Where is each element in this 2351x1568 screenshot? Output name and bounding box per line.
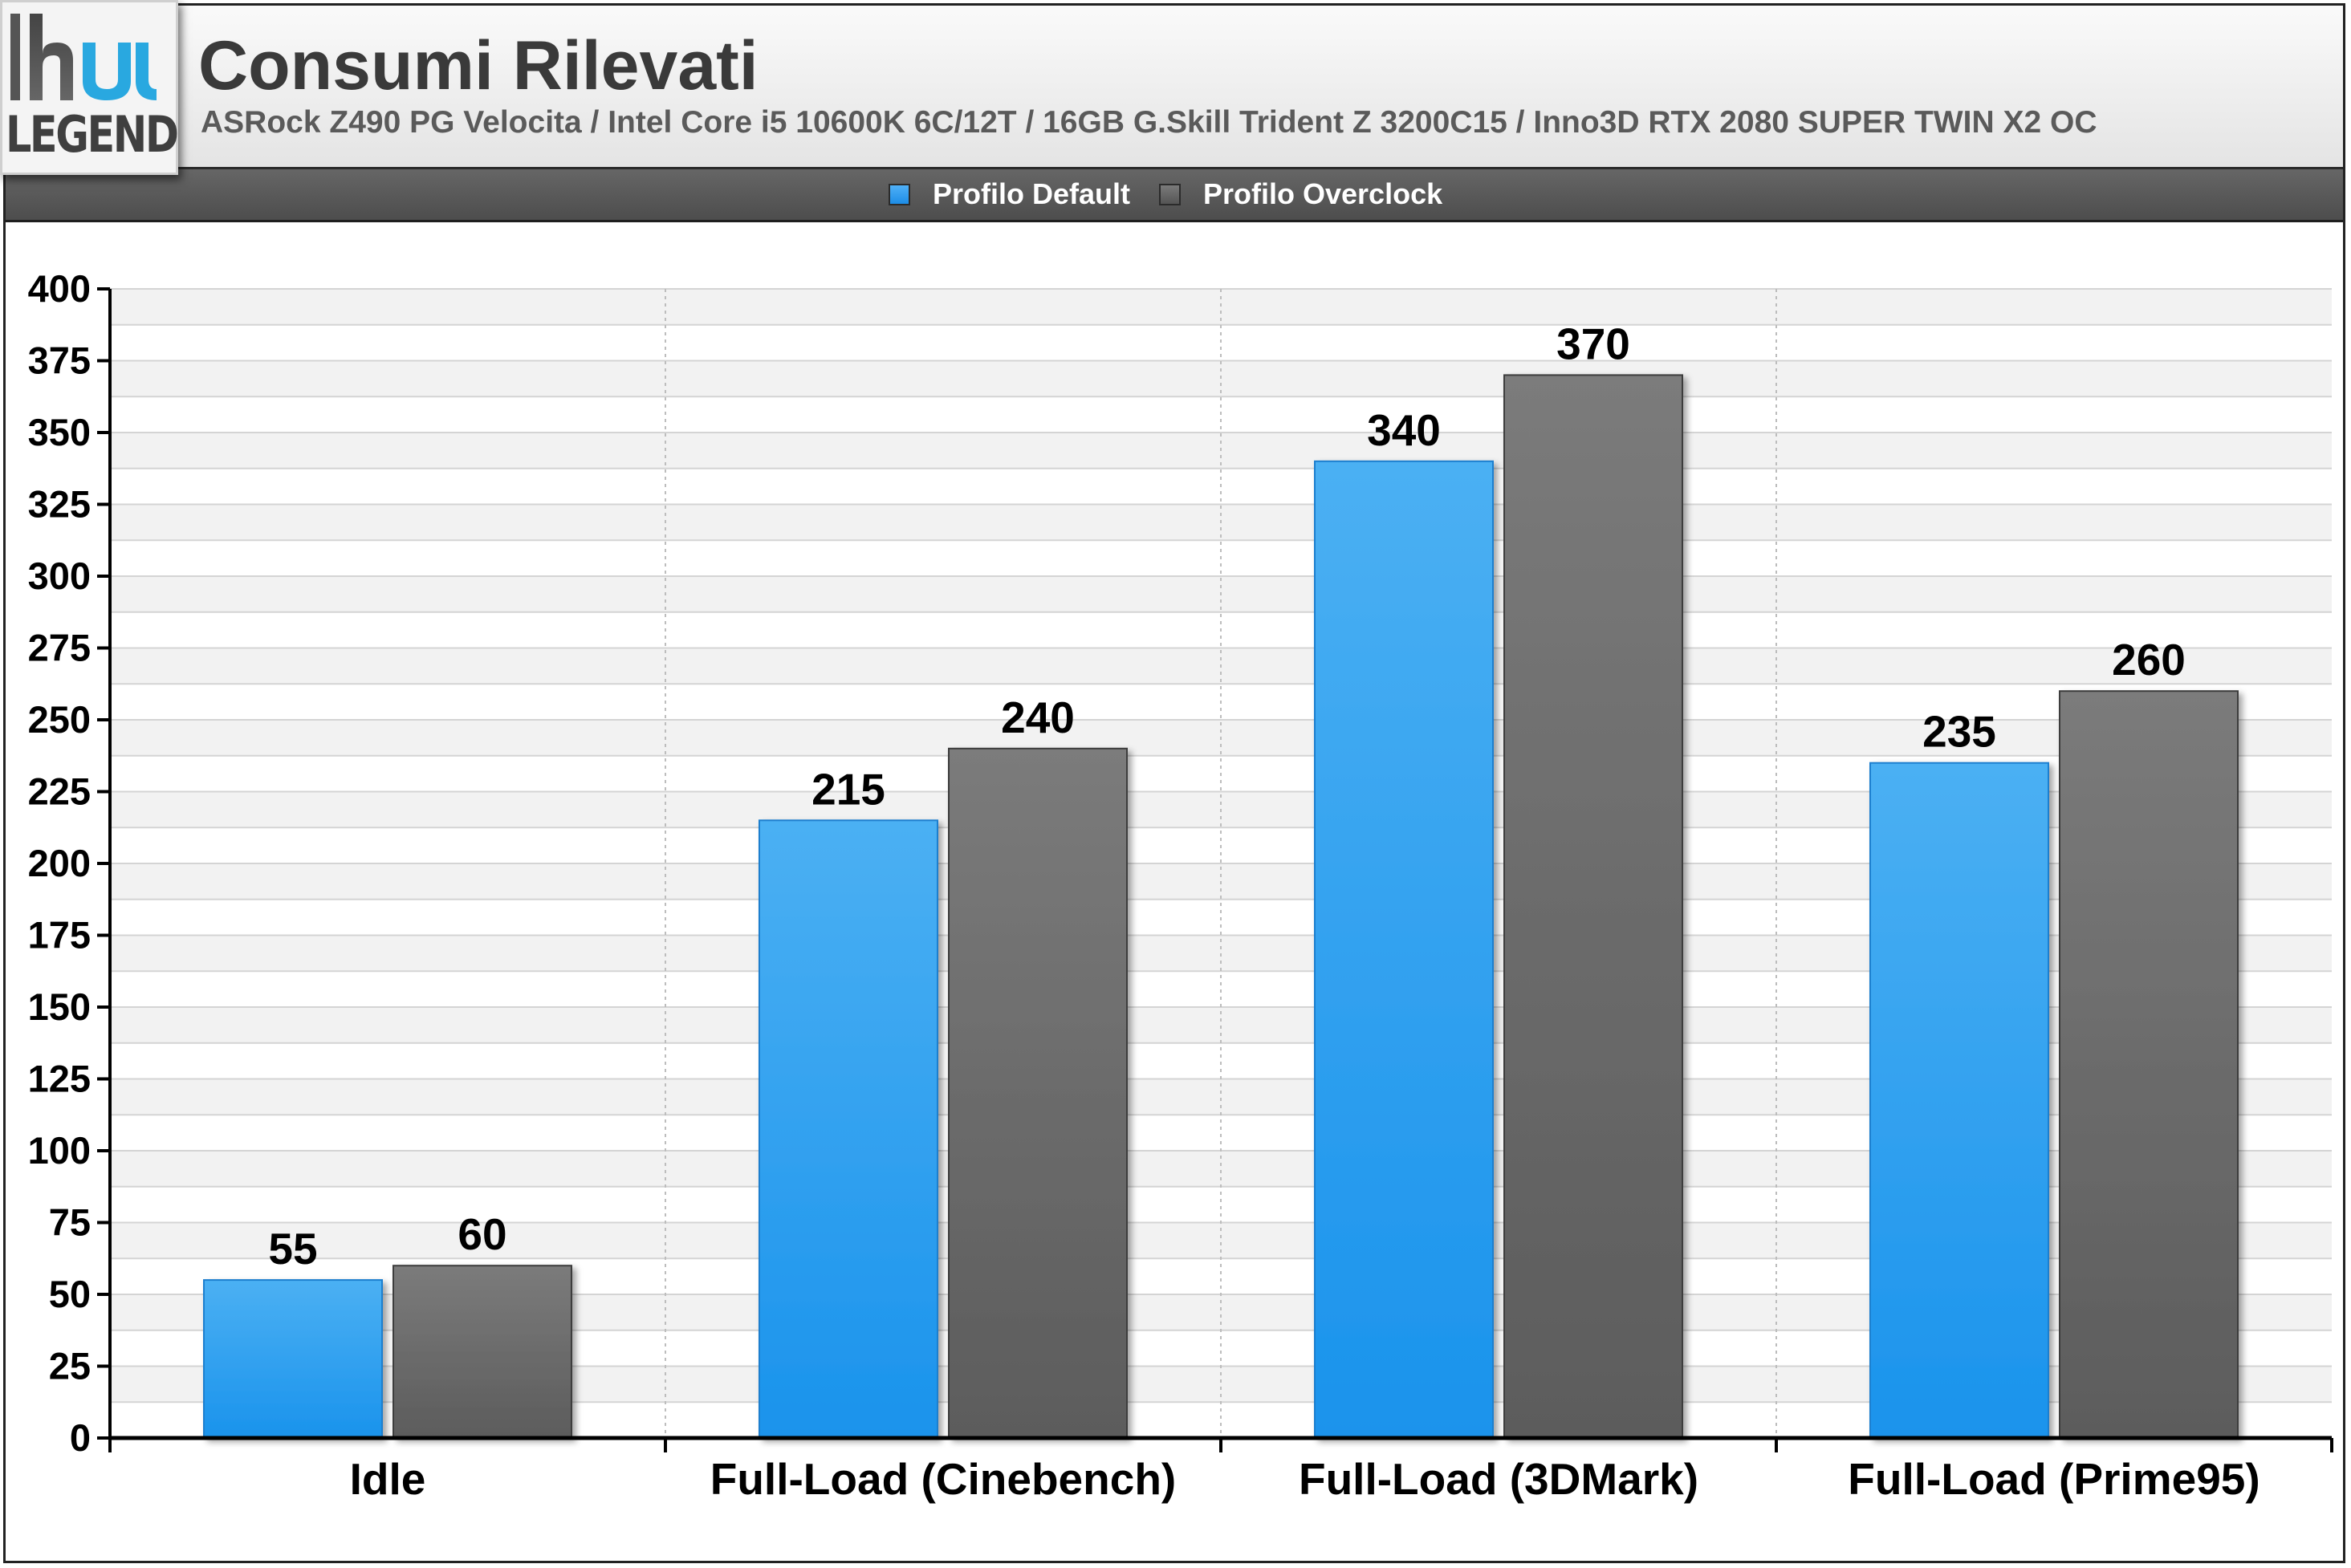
bar-default — [203, 1279, 383, 1439]
y-tick-label: 300 — [28, 554, 91, 597]
y-tick-label: 250 — [28, 698, 91, 741]
y-tick-label: 325 — [28, 483, 91, 526]
value-labels: 55 60 215 240 340 370 235 260 — [268, 319, 2185, 1273]
chart-header: Consumi Rilevati ASRock Z490 PG Velocita… — [6, 6, 2343, 169]
y-tick-label: 75 — [49, 1201, 91, 1244]
legend-item-overclock[interactable]: Profilo Overclock — [1159, 169, 1442, 219]
data-label: 215 — [811, 764, 885, 814]
chart-subtitle: ASRock Z490 PG Velocita / Intel Core i5 … — [201, 105, 2097, 140]
bar-overclock — [2059, 690, 2239, 1439]
data-label: 55 — [268, 1224, 317, 1273]
y-tick-label: 200 — [28, 842, 91, 884]
hu-legend-logo: LEGEND — [0, 0, 179, 175]
y-tick-label: 400 — [28, 267, 91, 310]
y-tick-label: 50 — [49, 1273, 91, 1315]
x-category-label: Full-Load (Prime95) — [1848, 1454, 2259, 1504]
bar-default — [1314, 460, 1494, 1439]
chart-title: Consumi Rilevati — [198, 27, 759, 104]
data-label: 260 — [2112, 635, 2186, 684]
y-tick-label: 350 — [28, 411, 91, 453]
bar-overclock — [393, 1265, 572, 1439]
y-tick-label: 150 — [28, 985, 91, 1028]
logo-wordmark: LEGEND — [6, 105, 179, 164]
bar-default — [759, 819, 938, 1439]
hu-logo-icon — [10, 14, 157, 100]
bars — [203, 374, 2239, 1439]
data-label: 370 — [1556, 319, 1630, 368]
legend-swatch-overclock — [1159, 183, 1181, 205]
y-tick-label: 225 — [28, 770, 91, 813]
y-tick-label: 375 — [28, 339, 91, 382]
legend-item-default[interactable]: Profilo Default — [889, 169, 1130, 219]
y-tick-label: 175 — [28, 914, 91, 957]
data-label: 340 — [1367, 405, 1441, 455]
legend-label-default: Profilo Default — [933, 177, 1131, 210]
x-category-label: Full-Load (Cinebench) — [710, 1454, 1177, 1504]
y-tick-label: 0 — [70, 1416, 91, 1459]
y-tick-label: 100 — [28, 1129, 91, 1172]
y-tick-label: 25 — [49, 1345, 91, 1387]
y-axis-ticks: 0 25 50 75 100 125 150 175 200 225 250 275 300 325 350… — [28, 267, 110, 1459]
legend: Profilo Default Profilo Overclock — [6, 169, 2343, 222]
x-axis-categories: Idle Full-Load (Cinebench) Full-Load (3DMa… — [350, 1454, 2260, 1504]
data-label: 235 — [1922, 707, 1996, 757]
bar-default — [1869, 762, 2049, 1439]
legend-swatch-default — [889, 183, 910, 205]
x-category-label: Idle — [350, 1454, 426, 1504]
y-tick-label: 275 — [28, 627, 91, 669]
bar-overclock — [948, 747, 1128, 1439]
y-tick-label: 125 — [28, 1058, 91, 1100]
data-label: 60 — [458, 1209, 506, 1259]
bar-overclock — [1503, 374, 1683, 1439]
data-label: 240 — [1001, 693, 1075, 742]
x-category-label: Full-Load (3DMark) — [1299, 1454, 1698, 1504]
legend-label-overclock: Profilo Overclock — [1203, 177, 1443, 210]
